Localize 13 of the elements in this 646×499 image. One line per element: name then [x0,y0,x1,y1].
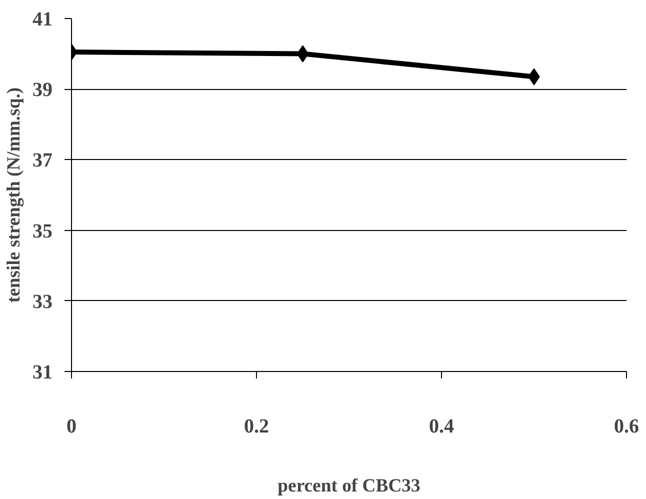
y-axis-title: tensile strength (N/mm.sq.) [4,87,24,303]
x-tick-label: 0.2 [244,416,269,438]
y-tick-label: 37 [32,150,52,172]
y-tick-label: 41 [32,8,52,30]
x-tick-label: 0.4 [429,416,454,438]
y-tick-label: 35 [32,220,52,242]
y-tick-label: 31 [32,362,52,384]
y-tick-label: 33 [32,290,52,313]
point [296,45,309,62]
x-tick-label: 0.6 [614,416,639,438]
x-axis-title: percent of CBC33 [278,476,420,496]
x-tick-label: 0 [66,416,76,438]
y-tick-label: 39 [32,79,52,102]
